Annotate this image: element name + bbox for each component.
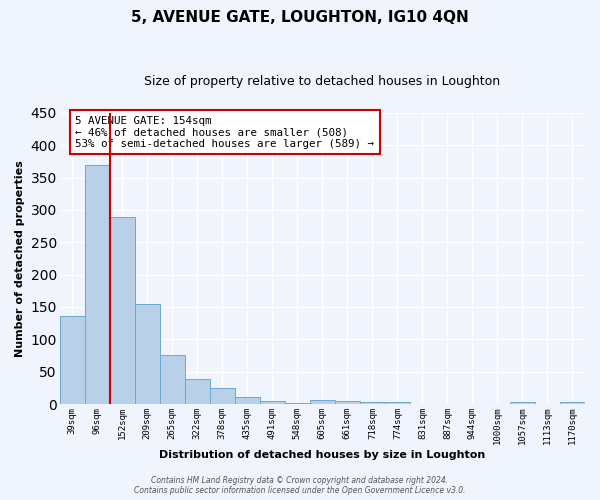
Bar (560, 402, 585, 404)
Text: 5 AVENUE GATE: 154sqm
← 46% of detached houses are smaller (508)
53% of semi-det: 5 AVENUE GATE: 154sqm ← 46% of detached … (76, 116, 374, 149)
Text: 5, AVENUE GATE, LOUGHTON, IG10 4QN: 5, AVENUE GATE, LOUGHTON, IG10 4QN (131, 10, 469, 25)
Bar (85, 165, 110, 404)
Bar (385, 402, 410, 404)
Bar (60, 316, 85, 404)
Bar (110, 217, 135, 404)
Bar (310, 400, 335, 404)
Bar (260, 402, 285, 404)
Bar (185, 380, 210, 404)
Bar (210, 388, 235, 404)
Bar (135, 304, 160, 404)
Bar (160, 356, 185, 404)
Bar (360, 402, 385, 404)
Bar (510, 402, 535, 404)
Bar (235, 397, 260, 404)
Text: Contains HM Land Registry data © Crown copyright and database right 2024.
Contai: Contains HM Land Registry data © Crown c… (134, 476, 466, 495)
Title: Size of property relative to detached houses in Loughton: Size of property relative to detached ho… (144, 75, 500, 88)
X-axis label: Distribution of detached houses by size in Loughton: Distribution of detached houses by size … (159, 450, 485, 460)
Y-axis label: Number of detached properties: Number of detached properties (15, 160, 25, 357)
Bar (335, 402, 360, 404)
